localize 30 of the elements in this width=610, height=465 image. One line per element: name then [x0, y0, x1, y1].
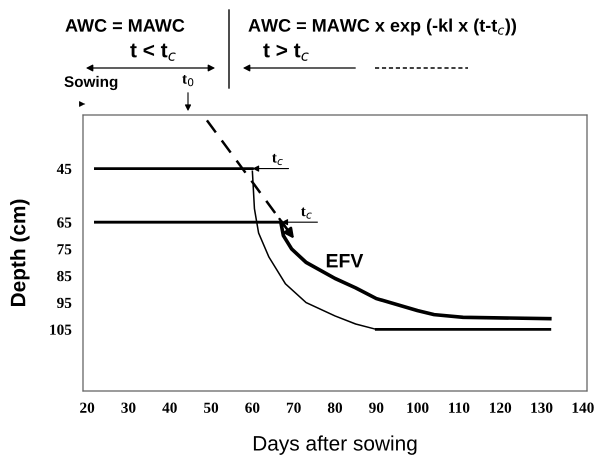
x-tick-label: 60	[245, 402, 260, 413]
text: t$_{0}$	[182, 74, 194, 86]
x-tick-label: 80	[328, 402, 342, 413]
x-tick-label: 70	[286, 402, 301, 413]
x-tick-label: 100	[407, 402, 428, 413]
x-tick-label: 130	[531, 402, 552, 413]
text: Sowing	[64, 76, 118, 90]
annotation: t$_{c}$	[300, 207, 312, 219]
annotation: t$_{c}$	[272, 154, 283, 166]
y-tick-label: 95	[57, 298, 72, 308]
text: t < t$_{c}$	[130, 44, 176, 61]
x-tick-label: 110	[449, 402, 470, 413]
x-tick-label: 50	[204, 402, 218, 413]
text: t > t$_{c}$	[263, 44, 309, 61]
x-tick-label: 90	[369, 402, 384, 413]
x-axis-title: Days after sowing	[254, 435, 416, 455]
y-axis-title: Depth (cm)	[10, 200, 30, 306]
x-tick-label: 140	[572, 402, 594, 413]
annotation: EFV	[326, 254, 364, 268]
y-tick-label: 75	[57, 244, 72, 254]
y-tick-label: 65	[57, 217, 72, 228]
x-tick-label: 30	[121, 402, 136, 413]
text: AWC = MAWC x exp (-kl x (t-t$_{c}$))	[248, 18, 516, 36]
y-tick-label: 105	[50, 324, 72, 335]
x-tick-label: 40	[162, 402, 177, 413]
y-tick-label: 45	[56, 164, 72, 174]
x-tick-label: 120	[490, 402, 512, 413]
x-tick-label: 20	[80, 402, 94, 413]
y-tick-label: 85	[57, 270, 72, 282]
text: AWC = MAWC	[65, 19, 184, 32]
